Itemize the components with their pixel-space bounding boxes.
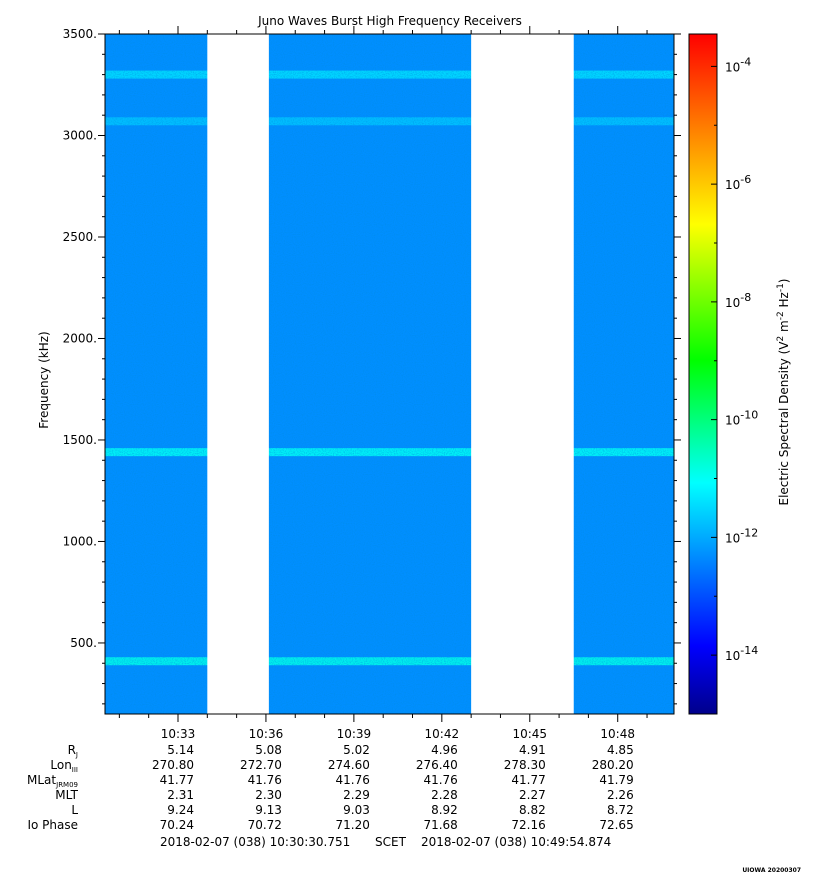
- data-gap: [471, 34, 574, 714]
- ephemeris-value: 41.77: [511, 773, 545, 787]
- colorbar-label: Electric Spectral Density (V2 m-2 Hz-1): [776, 278, 791, 505]
- ephemeris-value: 270.80: [152, 758, 194, 772]
- ephemeris-value: 280.20: [592, 758, 634, 772]
- plot-area: 500. 1000. 1500. 2000. 2500. 3000. 3500. 10:33…: [63, 26, 681, 741]
- y-tick-label: 2500.: [63, 230, 97, 244]
- colorbar-tick-label: 10-14: [725, 644, 758, 663]
- ephemeris-row-label: Io Phase: [27, 818, 78, 832]
- colorbar-tick-label: 10-12: [725, 526, 758, 545]
- ephemeris-value: 4.85: [607, 743, 634, 757]
- ephemeris-value: 5.08: [255, 743, 282, 757]
- ephemeris-value: 72.16: [511, 818, 545, 832]
- ephemeris-value: 41.76: [336, 773, 370, 787]
- y-tick-label: 1000.: [63, 534, 97, 548]
- colorbar: 10-14 10-12 10-10 10-8 10-6 10-4 Electric Spe…: [688, 33, 791, 715]
- colorbar-label-exp-m: -2: [776, 311, 786, 320]
- ephemeris-value: 70.72: [248, 818, 282, 832]
- time-range-label: SCET: [375, 835, 407, 849]
- y-tick-label: 2000.: [63, 331, 97, 345]
- ephemeris-value: 274.60: [328, 758, 370, 772]
- y-axis-label: Frequency (kHz): [37, 331, 51, 428]
- y-tick-label: 3500.: [63, 27, 97, 41]
- colorbar-label-hz: Hz: [777, 292, 791, 311]
- ephemeris-value: 272.70: [240, 758, 282, 772]
- ephemeris-table: RJ 5.14 5.08 5.02 4.96 4.91 4.85 LonIII 270.80 27…: [27, 743, 634, 832]
- time-range-end: 2018-02-07 (038) 10:49:54.874: [421, 835, 611, 849]
- ephemeris-value: 9.13: [255, 803, 282, 817]
- ephemeris-value: 9.03: [343, 803, 370, 817]
- ephemeris-row-label: L: [71, 803, 78, 817]
- ephemeris-value: 41.76: [248, 773, 282, 787]
- ephemeris-row-label: MLT: [55, 788, 78, 802]
- version-stamp: UIOWA 20200307: [742, 867, 801, 874]
- ephemeris-value: 2.30: [255, 788, 282, 802]
- x-axis: 10:33 10:36 10:39 10:42 10:45 10:48: [118, 26, 648, 741]
- ephemeris-row-label: RJ: [68, 743, 78, 759]
- ephemeris-value: 2.27: [519, 788, 546, 802]
- colorbar-gradient: [688, 33, 718, 715]
- colorbar-tick-label: 10-4: [725, 55, 751, 74]
- ephemeris-row-label: MLatJRM09: [27, 773, 78, 789]
- chart-title: Juno Waves Burst High Frequency Receiver…: [257, 14, 522, 28]
- ephemeris-value: 8.72: [607, 803, 634, 817]
- y-tick-label: 1500.: [63, 433, 97, 447]
- colorbar-label-exp-hz: -1: [776, 283, 786, 292]
- ephemeris-value: 72.65: [599, 818, 633, 832]
- plot-frame: [104, 33, 675, 715]
- colorbar-tick-label: 10-8: [725, 291, 751, 310]
- ephemeris-value: 2.28: [431, 788, 458, 802]
- colorbar-ticks: 10-14 10-12 10-10 10-8 10-6 10-4: [711, 55, 758, 715]
- ephemeris-value: 41.76: [423, 773, 457, 787]
- ephemeris-value: 278.30: [504, 758, 546, 772]
- noise-texture: [105, 34, 674, 714]
- time-range-footer: 2018-02-07 (038) 10:30:30.751 SCET 2018-…: [160, 835, 611, 849]
- time-range-start: 2018-02-07 (038) 10:30:30.751: [160, 835, 350, 849]
- data-gap: [207, 34, 269, 714]
- ephemeris-value: 276.40: [416, 758, 458, 772]
- data-gaps: [207, 34, 574, 714]
- x-tick-label: 10:36: [249, 727, 284, 741]
- ephemeris-value: 41.79: [599, 773, 633, 787]
- ephemeris-value: 5.14: [167, 743, 194, 757]
- colorbar-label-main: Electric Spectral Density (V: [777, 341, 791, 506]
- colorbar-label-close: ): [777, 278, 791, 283]
- ephemeris-value: 4.96: [431, 743, 458, 757]
- ephemeris-value: 71.68: [423, 818, 457, 832]
- ephemeris-value: 2.31: [167, 788, 194, 802]
- x-tick-label: 10:39: [337, 727, 372, 741]
- ephemeris-value: 2.29: [343, 788, 370, 802]
- ephemeris-value: 70.24: [160, 818, 194, 832]
- ephemeris-value: 9.24: [167, 803, 194, 817]
- ephemeris-value: 2.26: [607, 788, 634, 802]
- ephemeris-value: 5.02: [343, 743, 370, 757]
- y-tick-label: 3000.: [63, 128, 97, 142]
- x-tick-label: 10:42: [425, 727, 460, 741]
- x-tick-label: 10:45: [512, 727, 547, 741]
- x-tick-label: 10:48: [600, 727, 635, 741]
- colorbar-label-exp: 2: [776, 336, 786, 342]
- y-tick-label: 500.: [70, 636, 97, 650]
- colorbar-label-m: m: [777, 320, 791, 336]
- ephemeris-value: 8.92: [431, 803, 458, 817]
- y-axis: 500. 1000. 1500. 2000. 2500. 3000. 3500.: [63, 27, 681, 705]
- ephemeris-value: 4.91: [519, 743, 546, 757]
- x-tick-label: 10:33: [161, 727, 196, 741]
- colorbar-tick-label: 10-10: [725, 409, 758, 428]
- ephemeris-value: 41.77: [160, 773, 194, 787]
- ephemeris-row-label: LonIII: [50, 758, 78, 774]
- ephemeris-value: 8.82: [519, 803, 546, 817]
- colorbar-tick-label: 10-6: [725, 173, 751, 192]
- ephemeris-value: 71.20: [336, 818, 370, 832]
